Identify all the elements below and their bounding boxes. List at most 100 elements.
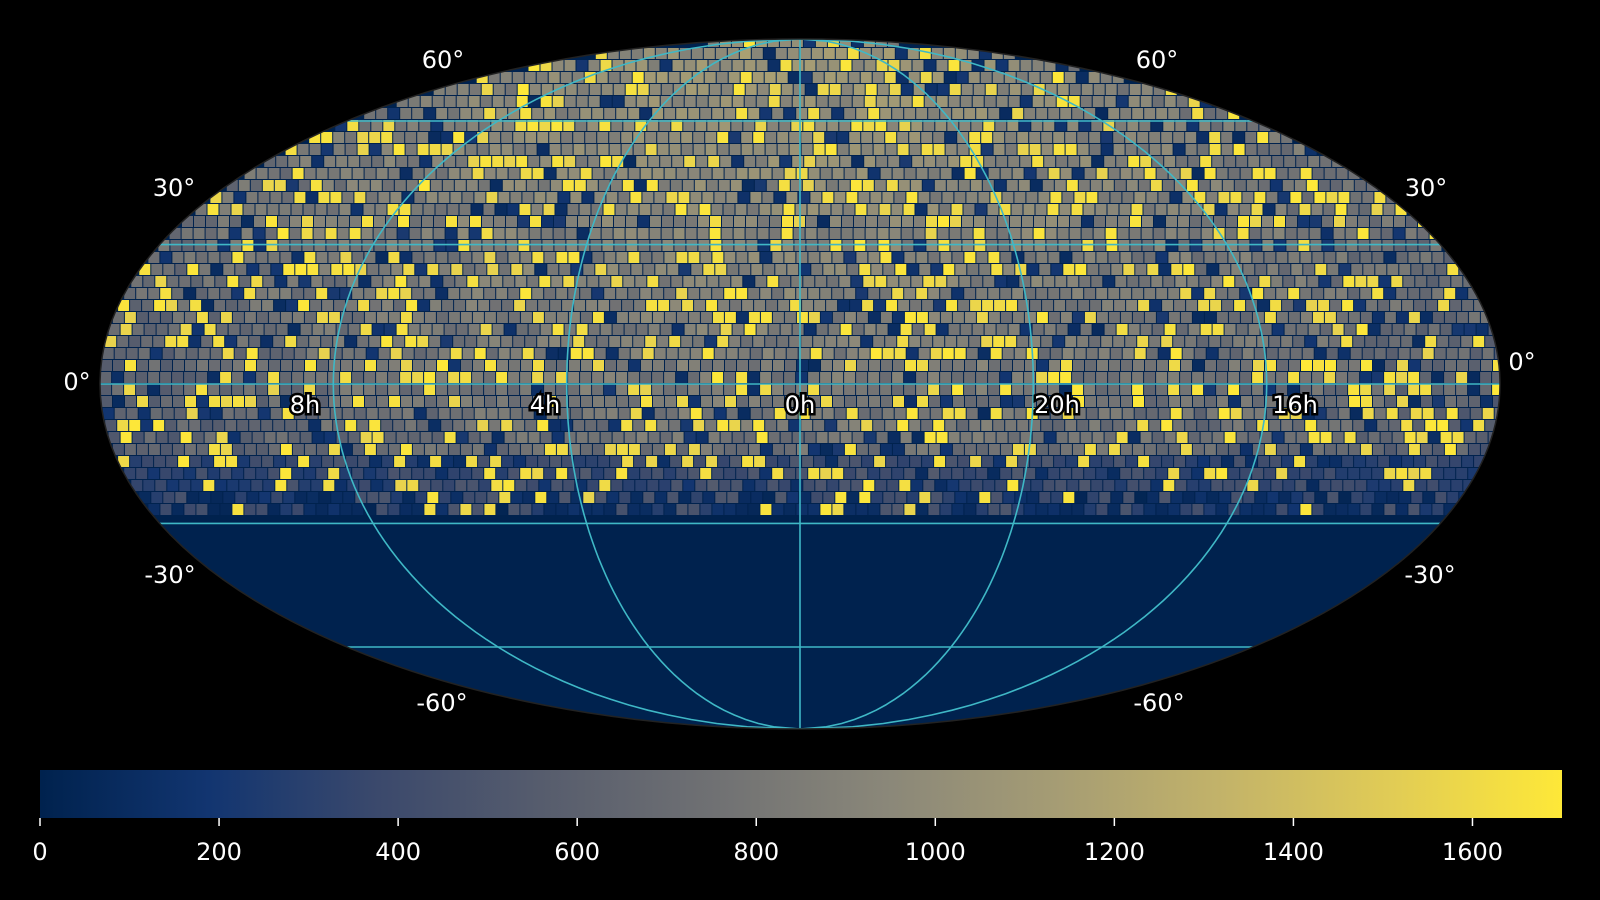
heatmap-pixel <box>1380 324 1392 335</box>
ra-gridline <box>799 39 1035 729</box>
heatmap-pixel <box>1446 348 1458 359</box>
heatmap-pixel <box>331 492 343 503</box>
heatmap-pixel <box>316 372 328 383</box>
heatmap-pixel <box>1017 336 1029 347</box>
heatmap-pixel <box>897 420 909 431</box>
heatmap-pixel <box>348 324 360 335</box>
heatmap-pixel <box>335 480 347 491</box>
heatmap-pixel <box>1084 468 1096 479</box>
heatmap-pixel <box>1372 504 1384 515</box>
heatmap-pixel <box>542 240 554 251</box>
heatmap-pixel <box>1312 372 1324 383</box>
heatmap-pixel <box>1276 468 1288 479</box>
heatmap-pixel <box>1134 348 1146 359</box>
heatmap-pixel <box>1074 192 1086 203</box>
heatmap-pixel <box>1339 264 1351 275</box>
heatmap-pixel <box>544 252 556 263</box>
heatmap-pixel <box>616 312 628 323</box>
heatmap-pixel <box>161 360 172 371</box>
heatmap-pixel <box>429 132 441 143</box>
heatmap-pixel <box>328 444 340 455</box>
heatmap-pixel <box>694 300 706 311</box>
heatmap-pixel <box>970 300 982 311</box>
heatmap-pixel <box>1257 144 1269 155</box>
heatmap-pixel <box>1236 156 1248 167</box>
heatmap-pixel <box>275 480 287 491</box>
heatmap-pixel <box>268 312 280 323</box>
heatmap-pixel <box>647 480 659 491</box>
heatmap-pixel <box>425 396 436 407</box>
heatmap-pixel <box>1000 108 1012 119</box>
heatmap-pixel <box>1318 300 1330 311</box>
heatmap-pixel <box>732 432 744 443</box>
heatmap-pixel <box>604 252 616 263</box>
heatmap-pixel <box>324 156 336 167</box>
heatmap-pixel <box>1300 384 1312 395</box>
heatmap-pixel <box>321 420 333 431</box>
heatmap-pixel <box>886 300 898 311</box>
heatmap-pixel <box>1470 408 1482 419</box>
heatmap-pixel <box>832 372 844 383</box>
heatmap-pixel <box>667 48 679 59</box>
heatmap-pixel <box>1097 360 1108 371</box>
heatmap-pixel <box>772 288 784 299</box>
heatmap-pixel <box>889 84 901 95</box>
heatmap-pixel <box>1223 120 1235 131</box>
heatmap-pixel <box>887 480 899 491</box>
heatmap-pixel <box>1077 132 1089 143</box>
heatmap-pixel <box>282 408 294 419</box>
heatmap-pixel <box>1209 420 1221 431</box>
heatmap-pixel <box>664 168 676 179</box>
heatmap-pixel <box>408 156 420 167</box>
heatmap-pixel <box>907 264 919 275</box>
heatmap-pixel <box>612 96 624 107</box>
heatmap-pixel <box>796 504 808 515</box>
heatmap-pixel <box>1029 144 1041 155</box>
heatmap-pixel <box>780 432 792 443</box>
heatmap-pixel <box>124 444 136 455</box>
heatmap-pixel <box>875 120 887 131</box>
heatmap-pixel <box>1000 384 1012 395</box>
heatmap-pixel <box>1260 432 1272 443</box>
heatmap-pixel <box>345 132 357 143</box>
heatmap-pixel <box>105 420 117 431</box>
heatmap-pixel <box>682 456 694 467</box>
heatmap-pixel <box>610 456 622 467</box>
heatmap-pixel <box>1406 240 1418 251</box>
heatmap-pixel <box>714 192 726 203</box>
heatmap-pixel <box>652 372 664 383</box>
heatmap-pixel <box>1360 444 1372 455</box>
heatmap-pixel <box>1062 192 1074 203</box>
heatmap-pixel <box>718 456 730 467</box>
heatmap-pixel <box>450 408 462 419</box>
heatmap-pixel <box>1408 504 1420 515</box>
heatmap-pixel <box>495 204 507 215</box>
heatmap-pixel <box>611 276 623 287</box>
heatmap-pixel <box>1320 324 1332 335</box>
heatmap-pixel <box>754 300 766 311</box>
heatmap-pixel <box>898 300 910 311</box>
heatmap-pixel <box>333 144 345 155</box>
heatmap-pixel <box>1164 432 1176 443</box>
heatmap-pixel <box>974 216 985 227</box>
heatmap-pixel <box>364 468 376 479</box>
heatmap-pixel <box>1108 168 1120 179</box>
heatmap-pixel <box>721 228 733 239</box>
heatmap-pixel <box>334 456 346 467</box>
heatmap-pixel <box>669 336 681 347</box>
heatmap-pixel <box>858 408 870 419</box>
heatmap-pixel <box>114 348 126 359</box>
heatmap-pixel <box>1182 408 1194 419</box>
heatmap-pixel <box>741 144 753 155</box>
heatmap-pixel <box>1332 324 1344 335</box>
heatmap-pixel <box>161 396 172 407</box>
heatmap-pixel <box>753 420 765 431</box>
heatmap-pixel <box>822 408 834 419</box>
heatmap-pixel <box>969 132 981 143</box>
heatmap-pixel <box>820 468 832 479</box>
heatmap-pixel <box>797 360 808 371</box>
heatmap-pixel <box>1032 324 1044 335</box>
heatmap-pixel <box>892 252 904 263</box>
heatmap-pixel <box>1228 384 1240 395</box>
heatmap-pixel <box>400 444 412 455</box>
